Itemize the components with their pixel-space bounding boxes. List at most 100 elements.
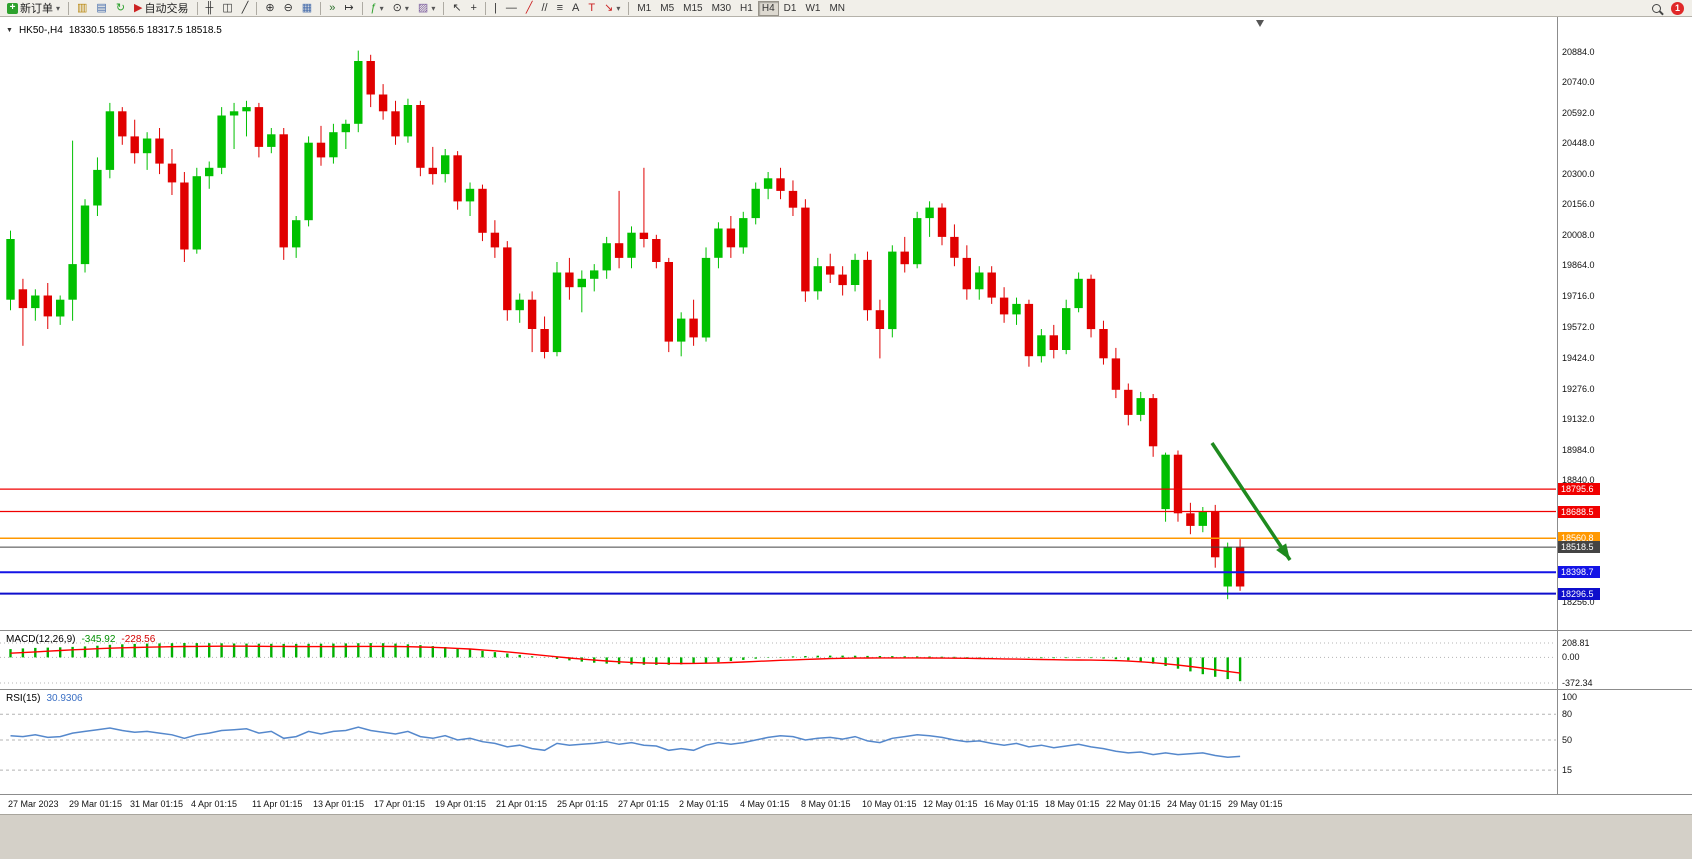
price-line-label: 18398.7: [1558, 566, 1600, 579]
time-label: 2 May 01:15: [679, 799, 729, 809]
templates-button[interactable]: ▨ ▾: [414, 1, 439, 16]
autotrade-button[interactable]: ▶ 自动交易: [130, 1, 192, 16]
tf-d1-button[interactable]: D1: [780, 1, 801, 16]
cursor-button[interactable]: ↖: [448, 1, 465, 16]
tf-m1-button[interactable]: M1: [633, 1, 655, 16]
search-button[interactable]: [1648, 1, 1665, 16]
candle-body: [142, 138, 152, 154]
price-tick: 20740.0: [1562, 76, 1595, 87]
main-chart[interactable]: [0, 17, 1558, 630]
tf-h1-button[interactable]: H1: [736, 1, 757, 16]
rsi-line: [10, 726, 1241, 758]
toolbar-separator: [256, 1, 258, 15]
refresh-icon: ↻: [115, 1, 126, 14]
time-label: 27 Apr 01:15: [618, 799, 670, 809]
tile-windows-button[interactable]: ▦: [298, 1, 316, 16]
channel-button[interactable]: //: [537, 1, 551, 16]
auto-scroll-button[interactable]: »: [325, 1, 339, 16]
time-axis[interactable]: 27 Mar 2023 29 Mar 01:15 31 Mar 01:15 4 Apr…: [0, 795, 1557, 814]
candle-body: [130, 136, 139, 154]
market-watch-icon: ▥: [77, 1, 88, 14]
candle-body: [999, 297, 1009, 315]
refresh-button[interactable]: ↻: [112, 1, 129, 16]
text-button[interactable]: A: [568, 1, 583, 16]
chart-shift-button[interactable]: ↦: [340, 1, 357, 16]
market-watch-button[interactable]: ▥: [73, 1, 91, 16]
candle-body: [167, 163, 177, 183]
arrows-button[interactable]: ↘ ▾: [600, 1, 624, 16]
tf-mn-button[interactable]: MN: [825, 1, 849, 16]
candle-body: [1211, 511, 1220, 558]
candle-body: [987, 272, 996, 298]
panel-splitter-macd[interactable]: [0, 630, 1692, 631]
rsi-panel[interactable]: [0, 690, 1558, 794]
crosshair-button[interactable]: +: [467, 1, 481, 16]
line-chart-button[interactable]: ╱: [238, 1, 253, 16]
trendline-button[interactable]: ╱: [522, 1, 537, 16]
zoom-in-button[interactable]: ⊕: [261, 1, 278, 16]
tf-h4-button[interactable]: H4: [757, 0, 779, 16]
candle-body: [6, 239, 15, 300]
candle-body: [515, 299, 524, 311]
fibonacci-icon: ≡: [556, 1, 564, 14]
tile-windows-icon: ▦: [301, 1, 313, 14]
zoom-out-button[interactable]: ⊖: [280, 1, 297, 16]
candle-body: [888, 251, 897, 330]
time-label: 12 May 01:15: [923, 799, 978, 809]
candle-body: [1049, 335, 1058, 350]
candle-body: [763, 178, 773, 189]
toolbar: + 新订单 ▾ ▥ ▤ ↻ ▶ 自动交易 ╫ ◫ ╱ ⊕ ⊖ ▦» ↦ ƒ ▾ ⊙ ▾ ▨ ▾ ↖ + | — ╱//≡ A T ↘ ▾ M…: [0, 0, 1692, 17]
macd-tick: 0.00: [1562, 652, 1580, 663]
time-label: 29 Mar 01:15: [69, 799, 123, 809]
tf-mn-button-label: MN: [829, 2, 845, 14]
toolbar-separator: [68, 1, 70, 15]
candle-chart-icon: ◫: [222, 1, 233, 14]
data-window-button[interactable]: ▤: [92, 1, 110, 16]
candle-body: [18, 289, 28, 309]
vertical-line-button[interactable]: |: [490, 1, 501, 16]
price-line-label: 18795.6: [1558, 483, 1600, 496]
trendline-icon: ╱: [525, 1, 533, 14]
crosshair-icon: +: [470, 1, 477, 14]
periods-button[interactable]: ⊙ ▾: [389, 1, 413, 16]
label-button[interactable]: T: [584, 1, 599, 16]
tf-m5-button[interactable]: M5: [656, 1, 678, 16]
panel-splitter-rsi[interactable]: [0, 689, 1692, 690]
candle-body: [1037, 335, 1046, 357]
trend-arrow-head: [1276, 543, 1290, 560]
macd-panel[interactable]: [0, 631, 1558, 689]
candle-body: [366, 61, 375, 95]
dropdown-arrow-icon: ▾: [616, 3, 621, 13]
price-tick: 20156.0: [1562, 199, 1595, 210]
time-label: 10 May 01:15: [862, 799, 917, 809]
candle-body: [652, 239, 661, 262]
candle-body: [403, 105, 413, 137]
candle-body: [229, 111, 239, 116]
time-label: 19 Apr 01:15: [435, 799, 487, 809]
candle-body: [714, 228, 723, 258]
candle-chart-button[interactable]: ◫: [218, 1, 236, 16]
autotrade-button-label: 自动交易: [144, 3, 189, 15]
candle-body: [677, 318, 686, 342]
horizontal-line-button[interactable]: —: [502, 1, 521, 16]
tf-w1-button[interactable]: W1: [801, 1, 824, 16]
bar-chart-button[interactable]: ╫: [202, 1, 218, 16]
tf-m30-button[interactable]: M30: [708, 1, 735, 16]
periods-icon: ⊙: [392, 1, 402, 14]
candle-body: [465, 188, 475, 202]
tf-m30-button-label: M30: [711, 2, 732, 14]
candle-body: [254, 107, 264, 147]
chart-title: ▼ HK50-,H4 18330.5 18556.5 18317.5 18518…: [6, 25, 222, 36]
new-order-button[interactable]: + 新订单 ▾: [3, 1, 64, 16]
zoom-out-icon: ⊖: [283, 1, 293, 14]
macd-label: MACD(12,26,9) -345.92 -228.56: [6, 634, 155, 645]
candle-body: [900, 251, 909, 265]
price-tick: 20300.0: [1562, 169, 1595, 180]
indicators-button[interactable]: ƒ ▾: [367, 1, 388, 16]
notification-badge[interactable]: 1: [1671, 1, 1684, 15]
trend-arrow[interactable]: [1210, 442, 1292, 561]
price-line-label: 18688.5: [1558, 505, 1600, 518]
candle-body: [503, 247, 512, 311]
fibonacci-button[interactable]: ≡: [553, 1, 567, 16]
tf-m15-button[interactable]: M15: [679, 1, 706, 16]
